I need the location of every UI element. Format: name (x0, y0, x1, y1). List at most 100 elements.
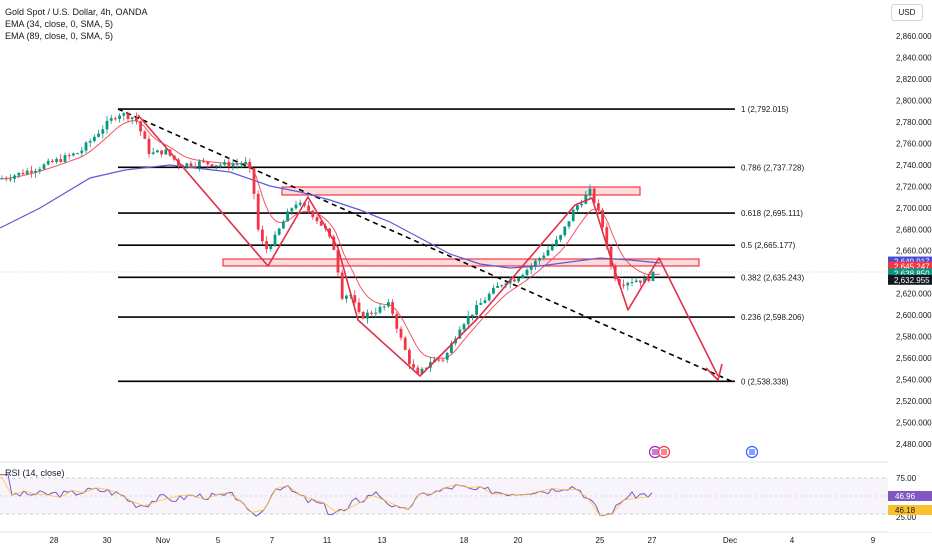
candle-body (340, 272, 344, 299)
candle-body (458, 329, 462, 339)
candle-body (0, 178, 4, 180)
candle-body (21, 172, 25, 175)
candle-body (277, 228, 281, 235)
time-tick-label: Nov (156, 536, 170, 545)
candle-body (387, 302, 390, 307)
candle-body (319, 221, 323, 226)
time-tick-label: 28 (50, 536, 59, 545)
candle-body (353, 295, 357, 303)
time-tick-label: 7 (270, 536, 275, 545)
rsi-ma-line (0, 474, 649, 517)
candle-body (51, 160, 54, 163)
price-tick-label: 2,520.000 (896, 397, 932, 406)
candle-body (374, 312, 378, 314)
price-tick-label: 2,600.000 (896, 311, 932, 320)
candle-body (601, 209, 604, 228)
candle-body (72, 153, 75, 156)
price-tick-label: 2,480.000 (896, 440, 932, 449)
candle-body (252, 168, 256, 194)
candle-body (160, 150, 163, 155)
fib-label: 1 (2,792.015) (741, 105, 789, 114)
time-axis[interactable]: 28 30 Nov 5 7 11 13 18 20 25 27 Dec 4 9 (50, 536, 876, 545)
price-tick-label: 2,720.000 (896, 182, 932, 191)
candle-body (269, 246, 273, 250)
flag-icon (661, 449, 667, 455)
flag-icon (749, 449, 755, 455)
price-tick-label: 2,820.000 (896, 75, 932, 84)
ema34-legend: EMA (34, close, 0, SMA, 5) (5, 19, 114, 29)
ema-lines (0, 120, 661, 359)
candle-body (546, 250, 550, 256)
zigzag-path (137, 114, 719, 377)
event-icons[interactable] (648, 445, 759, 459)
candle-body (500, 285, 504, 287)
candle-body (517, 278, 520, 282)
candle-body (189, 163, 193, 167)
currency-button[interactable]: USD (891, 4, 923, 21)
candle-body (529, 265, 533, 270)
candle-body (240, 163, 243, 165)
flag-icon (652, 449, 658, 455)
price-tick-label: 2,580.000 (896, 333, 932, 342)
candle-body (76, 153, 79, 155)
candle-body (109, 118, 113, 121)
candle-body (97, 133, 100, 137)
candle-body (139, 121, 142, 132)
rsi-tick-label: 25.00 (896, 513, 917, 522)
candle-body (420, 368, 424, 374)
ema89-line (0, 164, 661, 269)
candle-body (151, 152, 155, 154)
ema89-legend: EMA (89, close, 0, SMA, 5) (5, 31, 114, 41)
candle-body (55, 159, 58, 163)
candle-body (80, 150, 84, 154)
price-tick-label: 2,780.000 (896, 118, 932, 127)
candle-body (46, 160, 50, 165)
candle-body (101, 129, 105, 134)
rsi-title: RSI (14, close) (5, 468, 65, 478)
fib-label: 0 (2,538.338) (741, 377, 789, 386)
candle-body (399, 328, 403, 338)
price-badge-label: 2,638.850 (894, 269, 930, 278)
candle-body (130, 117, 134, 120)
candle-body (462, 324, 466, 330)
candle-body (639, 280, 642, 283)
candle-body (126, 113, 130, 120)
candle-body (630, 282, 634, 284)
time-tick-label: 27 (648, 536, 657, 545)
candle-body (395, 313, 399, 329)
candle-body (361, 312, 365, 319)
candle-body (437, 359, 441, 361)
candle-body (391, 302, 394, 314)
time-tick-label: 30 (103, 536, 112, 545)
time-tick-label: 4 (790, 536, 795, 545)
price-tick-label: 2,500.000 (896, 419, 932, 428)
fib-label: 0.236 (2,598.206) (741, 313, 804, 322)
candle-body (559, 235, 562, 240)
time-tick-label: 13 (378, 536, 387, 545)
candle-body (408, 349, 411, 365)
fib-label: 0.382 (2,635.243) (741, 273, 804, 282)
candle-body (580, 203, 583, 206)
candle-body (223, 162, 226, 165)
candle-body (248, 161, 252, 169)
candle-body (622, 284, 625, 286)
candle-body (244, 161, 247, 164)
price-tick-label: 2,620.000 (896, 290, 932, 299)
candle-body (412, 364, 415, 368)
candle-body (542, 255, 546, 259)
candle-body (357, 302, 361, 313)
fib-label: 0.786 (2,737.728) (741, 163, 804, 172)
candle-body (202, 161, 205, 163)
price-axis[interactable]: 2,860.000 2,840.000 2,820.000 2,800.000 2,78… (888, 0, 932, 532)
time-tick-label: 18 (460, 536, 469, 545)
price-tick-label: 2,560.000 (896, 354, 932, 363)
candle-body (63, 155, 67, 162)
candle-body (261, 229, 264, 242)
candle-body (286, 211, 289, 222)
candle-body (647, 278, 651, 282)
candle-body (38, 169, 42, 171)
candle-body (466, 315, 470, 325)
candle-body (59, 159, 63, 162)
candle-body (290, 208, 294, 212)
